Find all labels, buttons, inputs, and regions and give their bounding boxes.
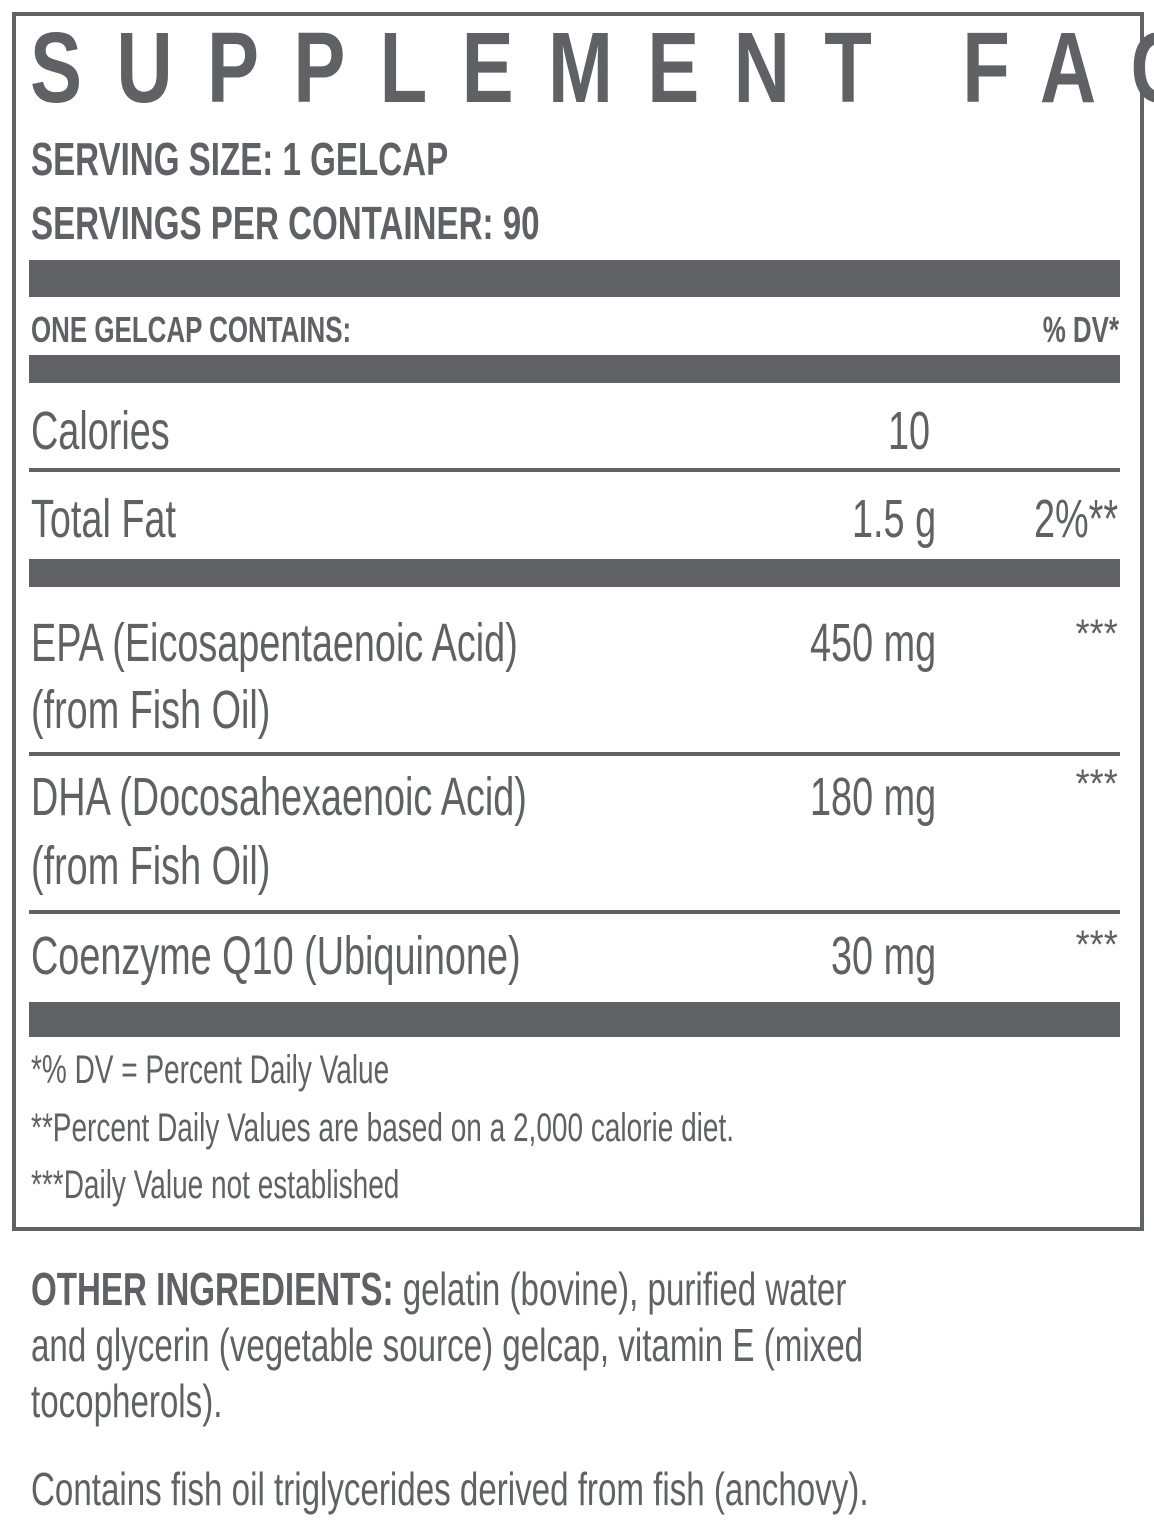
other-ingredients-line2: and glycerin (vegetable source) gelcap, … [31, 1319, 864, 1371]
row-amount-dha: 180 mg [809, 767, 936, 827]
row-divider [29, 468, 1120, 472]
row-amount-coq10: 30 mg [830, 926, 936, 986]
row-dv-dha: *** [1075, 762, 1118, 806]
row-name-dha: DHA (Docosahexaenoic Acid) [31, 767, 527, 827]
thick-divider [29, 260, 1120, 297]
other-ingredients-label: OTHER INGREDIENTS: [31, 1263, 394, 1315]
section-divider [29, 559, 1120, 587]
row-amount-total-fat: 1.5 g [851, 489, 936, 549]
row-amount-calories: 10 [887, 401, 930, 461]
footer-divider [29, 1002, 1120, 1037]
table-header-dv: % DV* [1042, 309, 1119, 350]
footnote-dv-not-established: ***Daily Value not established [31, 1163, 400, 1207]
footnote-calorie-diet: **Percent Daily Values are based on a 2,… [31, 1106, 735, 1150]
row-divider [29, 752, 1120, 756]
other-ingredients-line3: tocopherols). [31, 1375, 223, 1427]
row-divider [29, 910, 1120, 914]
row-name-epa: EPA (Eicosapentaenoic Acid) [31, 613, 518, 673]
row-dv-epa: *** [1075, 612, 1118, 656]
row-amount-epa: 450 mg [809, 613, 936, 673]
header-divider [29, 355, 1120, 383]
other-ingredients-line1: OTHER INGREDIENTS: gelatin (bovine), pur… [31, 1263, 847, 1315]
panel-title: SUPPLEMENT FACTS [30, 12, 1154, 124]
row-dv-total-fat: 2%** [1033, 489, 1118, 549]
row-name-calories: Calories [31, 401, 170, 461]
row-dv-coq10: *** [1075, 923, 1118, 967]
row-name-total-fat: Total Fat [31, 489, 176, 549]
row-name-dha-source: (from Fish Oil) [31, 836, 271, 896]
row-name-epa-source: (from Fish Oil) [31, 680, 271, 740]
serving-size: SERVING SIZE: 1 GELCAP [31, 133, 449, 185]
servings-per-container: SERVINGS PER CONTAINER: 90 [31, 197, 540, 249]
footnote-dv: *% DV = Percent Daily Value [31, 1048, 390, 1092]
allergen-note: Contains fish oil triglycerides derived … [31, 1463, 869, 1515]
row-name-coq10: Coenzyme Q10 (Ubiquinone) [31, 926, 521, 986]
table-header-left: ONE GELCAP CONTAINS: [31, 309, 352, 350]
supplement-facts-panel [12, 12, 1144, 1231]
